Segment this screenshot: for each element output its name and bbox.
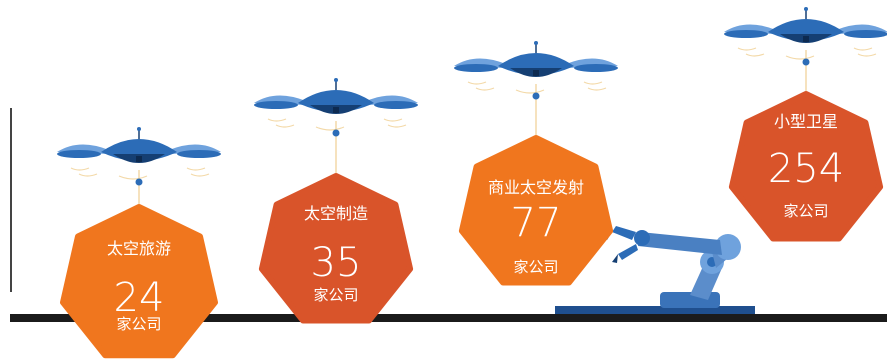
stat-unit: 家公司: [783, 202, 829, 220]
robot-arm-icon: [555, 226, 755, 316]
drone-icon: [254, 78, 418, 131]
stat-badge: [728, 91, 884, 242]
stat-count: 35: [310, 240, 362, 286]
stat-count: 254: [767, 146, 845, 192]
stat-category: 太空旅游: [106, 239, 171, 258]
stat-count: 24: [113, 275, 165, 321]
stat-unit: 家公司: [513, 258, 559, 276]
stat-category: 小型卫星: [773, 112, 838, 131]
stat-category: 商业太空发射: [487, 178, 584, 197]
stat-count: 77: [510, 200, 562, 246]
drone-icon: [724, 7, 887, 60]
drone-icon: [57, 127, 221, 180]
stat-badge: [60, 204, 218, 359]
stat-category: 太空制造: [303, 204, 368, 223]
drone-icon: [454, 41, 618, 94]
stat-unit: 家公司: [313, 286, 359, 304]
stat-badge: [258, 173, 414, 324]
stat-badge: [458, 135, 614, 286]
stat-unit: 家公司: [116, 315, 162, 333]
ground-bar: [10, 314, 887, 322]
